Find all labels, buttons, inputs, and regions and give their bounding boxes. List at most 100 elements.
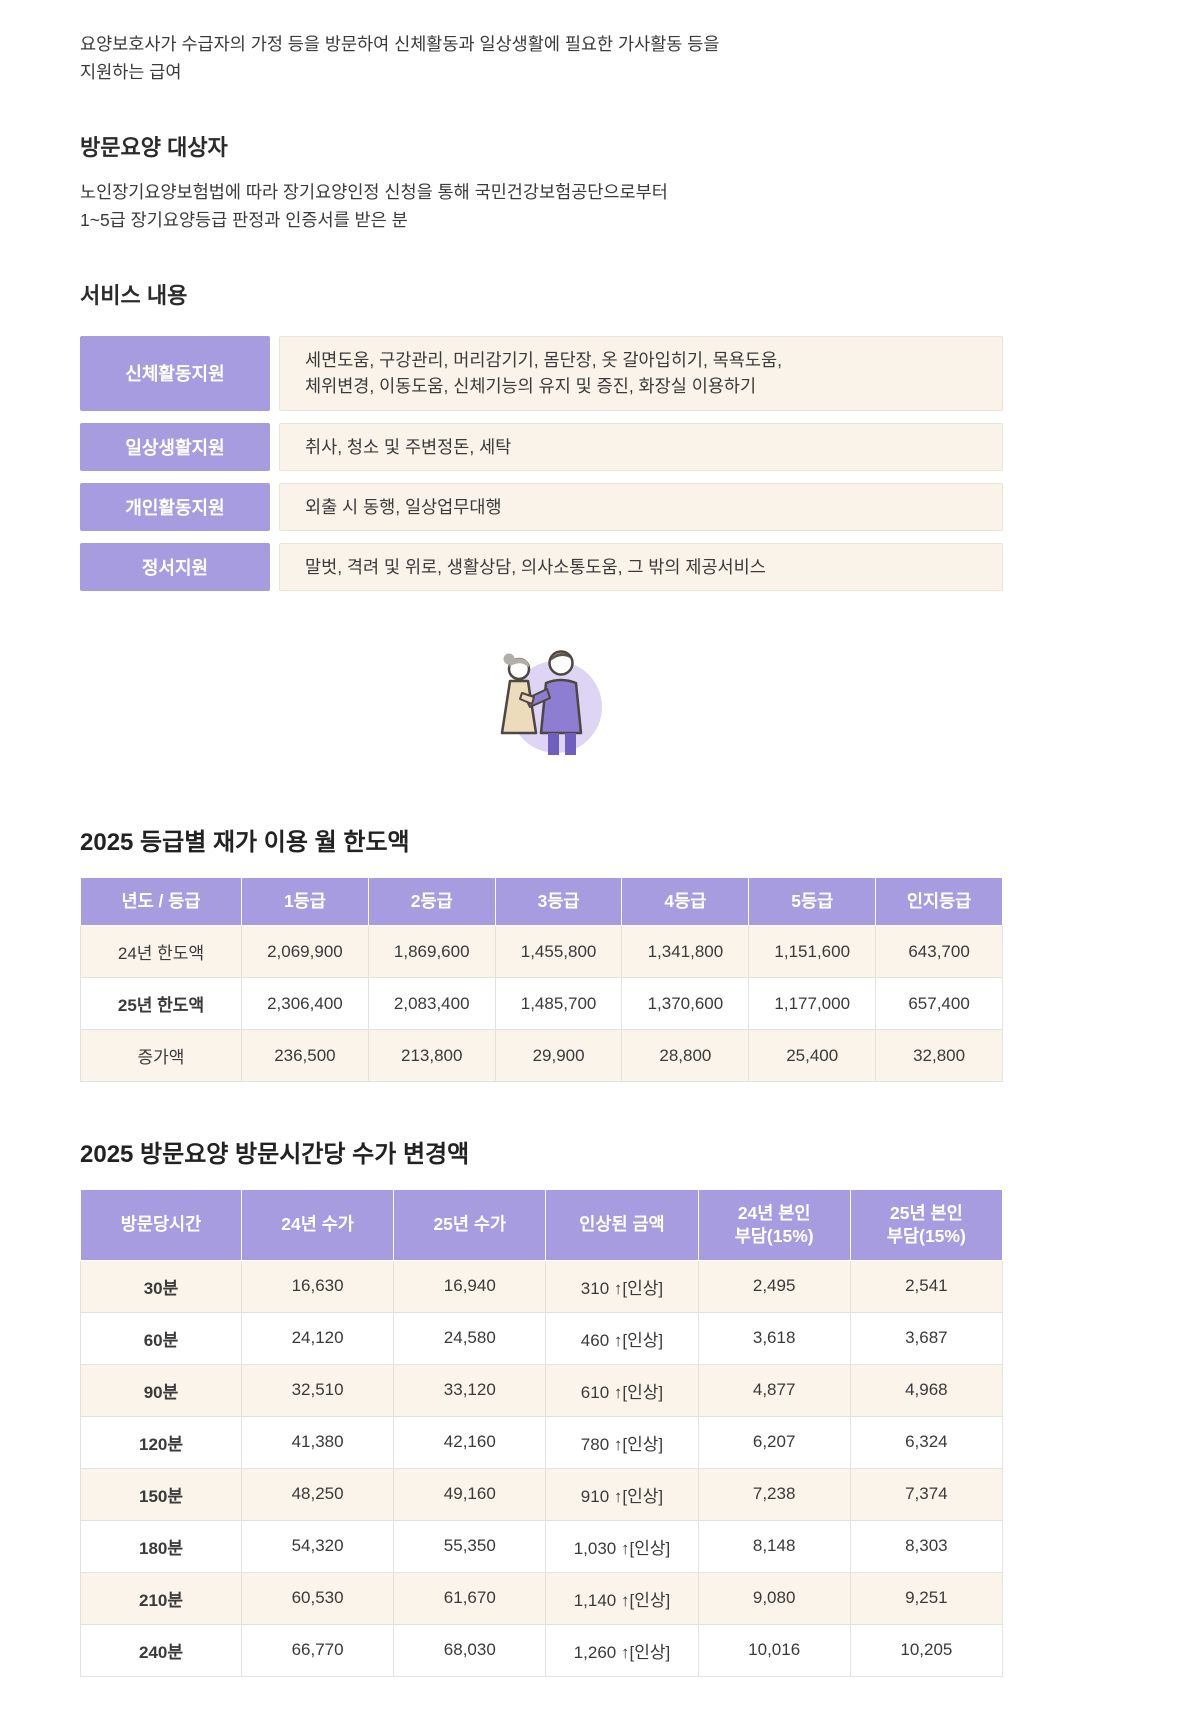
table-cell: 1,370,600 <box>621 977 750 1030</box>
table-row: 150분 48,250 49,160 910 ↑[인상] 7,238 7,374 <box>80 1467 1004 1521</box>
table-cell: 236,500 <box>241 1029 369 1082</box>
table-cell: 643,700 <box>875 925 1003 978</box>
table-cell: 1,869,600 <box>367 925 496 978</box>
fee-section-title: 2025 방문요양 방문시간당 수가 변경액 <box>80 1141 470 1168</box>
table-row: 240분 66,770 68,030 1,260 ↑[인상] 10,016 10,205 <box>80 1623 1004 1677</box>
row-label: 120분 <box>80 1415 242 1469</box>
service-section-title: 서비스 내용 <box>80 283 188 308</box>
service-description: 외출 시 동행, 일상업무대행 <box>279 482 1003 531</box>
table-cell: 610 ↑[인상] <box>545 1363 699 1417</box>
table-cell: 4,877 <box>697 1363 851 1417</box>
table-cell: 2,495 <box>697 1259 851 1313</box>
column-header: 인지등급 <box>875 877 1003 926</box>
table-cell: 1,030 ↑[인상] <box>545 1519 699 1573</box>
table-cell: 3,618 <box>697 1311 851 1365</box>
table-cell: 48,250 <box>240 1467 395 1521</box>
table-cell: 1,341,800 <box>621 925 750 978</box>
table-row: 180분 54,320 55,350 1,030 ↑[인상] 8,148 8,303 <box>80 1519 1004 1573</box>
table-row: 25년 한도액 2,306,400 2,083,400 1,485,700 1,370,… <box>80 977 1003 1030</box>
service-table: 신체활동지원 세면도움, 구강관리, 머리감기기, 몸단장, 옷 갈아입히기, … <box>80 336 1003 592</box>
table-cell: 6,207 <box>697 1415 851 1469</box>
table-cell: 1,151,600 <box>748 925 877 978</box>
table-cell: 1,140 ↑[인상] <box>545 1571 699 1625</box>
table-cell: 657,400 <box>875 977 1003 1030</box>
table-cell: 8,148 <box>697 1519 851 1573</box>
table-cell: 1,455,800 <box>494 925 623 978</box>
table-cell: 1,485,700 <box>494 977 623 1030</box>
table-cell: 3,687 <box>849 1311 1004 1365</box>
target-section-body: 노인장기요양보험법에 따라 장기요양인정 신청을 통해 국민건강보험공단으로부터… <box>80 182 668 230</box>
row-label: 180분 <box>80 1519 242 1573</box>
table-cell: 780 ↑[인상] <box>545 1415 699 1469</box>
table-cell: 10,016 <box>697 1623 851 1677</box>
table-cell: 33,120 <box>393 1363 547 1417</box>
column-header: 3등급 <box>494 877 623 926</box>
table-row: 120분 41,380 42,160 780 ↑[인상] 6,207 6,324 <box>80 1415 1004 1469</box>
service-category-label: 일상생활지원 <box>80 422 270 471</box>
column-header: 인상된 금액 <box>545 1189 699 1261</box>
table-cell: 310 ↑[인상] <box>545 1259 699 1313</box>
table-cell: 25,400 <box>748 1029 877 1082</box>
column-header: 25년 수가 <box>393 1189 547 1261</box>
column-header: 24년 본인 부담(15%) <box>697 1189 851 1261</box>
table-row: 24년 한도액 2,069,900 1,869,600 1,455,800 1,341,… <box>80 925 1003 978</box>
limit-section-title: 2025 등급별 재가 이용 월 한도액 <box>80 829 410 857</box>
table-cell: 61,670 <box>393 1571 547 1625</box>
table-cell: 910 ↑[인상] <box>545 1467 699 1521</box>
table-cell: 10,205 <box>849 1623 1004 1677</box>
table-cell: 7,238 <box>697 1467 851 1521</box>
table-cell: 1,260 ↑[인상] <box>545 1623 699 1677</box>
table-cell: 9,251 <box>849 1571 1004 1625</box>
table-cell: 16,630 <box>240 1259 395 1313</box>
row-label: 150분 <box>80 1467 242 1521</box>
visit-fee-table: 방문당시간 24년 수가 25년 수가 인상된 금액 24년 본인 부담(15%) 25년… <box>80 1189 1004 1677</box>
table-cell: 68,030 <box>393 1623 547 1677</box>
column-header: 2등급 <box>367 877 496 926</box>
service-row-personal-activity: 개인활동지원 외출 시 동행, 일상업무대행 <box>80 482 1003 531</box>
table-header-row: 년도 / 등급 1등급 2등급 3등급 4등급 5등급 인지등급 <box>80 877 1003 926</box>
intro-text: 요양보호사가 수급자의 가정 등을 방문하여 신체활동과 일상생활에 필요한 가… <box>80 34 720 82</box>
table-cell: 32,510 <box>240 1363 395 1417</box>
row-label: 90분 <box>80 1363 242 1417</box>
table-cell: 28,800 <box>621 1029 750 1082</box>
caregiver-illustration <box>80 637 1003 770</box>
table-cell: 7,374 <box>849 1467 1004 1521</box>
table-cell: 66,770 <box>240 1623 395 1677</box>
table-header-row: 방문당시간 24년 수가 25년 수가 인상된 금액 24년 본인 부담(15%) 25년… <box>80 1189 1004 1261</box>
column-header: 년도 / 등급 <box>80 877 242 926</box>
table-row: 증가액 236,500 213,800 29,900 28,800 25,400 32,80… <box>80 1029 1003 1082</box>
row-label: 24년 한도액 <box>80 925 242 978</box>
table-cell: 49,160 <box>393 1467 547 1521</box>
table-row: 30분 16,630 16,940 310 ↑[인상] 2,495 2,541 <box>80 1259 1004 1313</box>
caregiver-helping-elderly-icon <box>500 650 602 756</box>
column-header: 방문당시간 <box>80 1189 242 1261</box>
table-cell: 4,968 <box>849 1363 1004 1417</box>
table-cell: 2,069,900 <box>241 925 369 978</box>
table-cell: 2,083,400 <box>367 977 496 1030</box>
page-content: 요양보호사가 수급자의 가정 등을 방문하여 신체활동과 일상생활에 필요한 가… <box>80 0 1004 1677</box>
table-row: 210분 60,530 61,670 1,140 ↑[인상] 9,080 9,251 <box>80 1571 1004 1625</box>
service-row-daily-life: 일상생활지원 취사, 청소 및 주변정돈, 세탁 <box>80 422 1003 471</box>
table-cell: 24,120 <box>240 1311 395 1365</box>
column-header: 24년 수가 <box>240 1189 395 1261</box>
service-description: 취사, 청소 및 주변정돈, 세탁 <box>279 422 1003 471</box>
row-label: 210분 <box>80 1571 242 1625</box>
row-label: 25년 한도액 <box>80 977 242 1030</box>
table-cell: 42,160 <box>393 1415 547 1469</box>
column-header: 25년 본인 부담(15%) <box>849 1189 1004 1261</box>
table-row: 90분 32,510 33,120 610 ↑[인상] 4,877 4,968 <box>80 1363 1004 1417</box>
table-cell: 460 ↑[인상] <box>545 1311 699 1365</box>
table-cell: 9,080 <box>697 1571 851 1625</box>
row-label: 60분 <box>80 1311 242 1365</box>
service-category-label: 신체활동지원 <box>80 336 270 411</box>
column-header: 5등급 <box>748 877 877 926</box>
table-cell: 32,800 <box>875 1029 1003 1082</box>
service-category-label: 개인활동지원 <box>80 482 270 531</box>
column-header: 1등급 <box>241 877 369 926</box>
table-cell: 41,380 <box>240 1415 395 1469</box>
table-row: 60분 24,120 24,580 460 ↑[인상] 3,618 3,687 <box>80 1311 1004 1365</box>
table-cell: 2,306,400 <box>241 977 369 1030</box>
monthly-limit-table: 년도 / 등급 1등급 2등급 3등급 4등급 5등급 인지등급 24년 한도액 2,069,… <box>80 877 1003 1082</box>
table-cell: 55,350 <box>393 1519 547 1573</box>
column-header: 4등급 <box>621 877 750 926</box>
